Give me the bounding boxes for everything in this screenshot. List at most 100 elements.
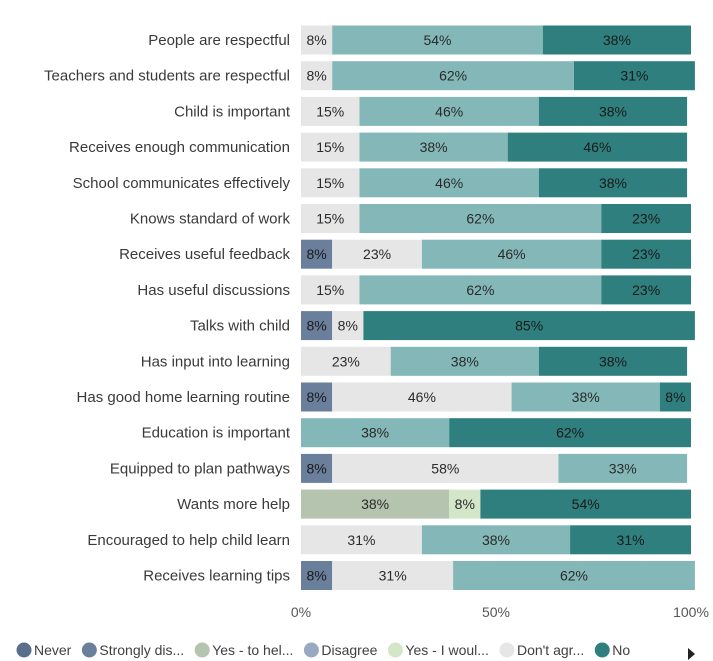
bar-segment-agree-15[interactable] xyxy=(453,561,695,590)
data-label-strongly-dis-8: 8% xyxy=(306,318,326,334)
legend-item-yes-i-woul[interactable]: Yes - I woul... xyxy=(387,642,489,658)
bar-segment-don-t-agr-5[interactable] xyxy=(301,204,360,233)
bar-segment-don-t-agr-6[interactable] xyxy=(332,239,422,269)
bar-segment-no-14[interactable] xyxy=(570,525,691,555)
bar-segment-don-t-agr-12[interactable] xyxy=(332,453,559,483)
data-label-don-t-agr-3: 15% xyxy=(316,139,344,155)
bars-group: 8% 54% 38% 8% 62% 31% 15% 46% 38% 15% 38% 46% 15% 46%… xyxy=(301,25,695,590)
bar-segment-agree-12[interactable] xyxy=(558,453,688,483)
bar-segment-don-t-agr-7[interactable] xyxy=(301,275,360,305)
bar-segment-no-0[interactable] xyxy=(542,25,691,55)
legend-label-no: No xyxy=(612,642,630,658)
data-label-agree-10: 38% xyxy=(572,389,600,405)
data-label-no-11: 62% xyxy=(556,425,584,441)
bar-segment-don-t-agr-4[interactable] xyxy=(301,168,360,198)
bar-segment-strongly-dis-10[interactable] xyxy=(301,382,333,412)
bar-segment-strongly-dis-15[interactable] xyxy=(301,561,333,590)
data-label-no-3: 46% xyxy=(583,139,611,155)
data-label-no-5: 23% xyxy=(632,211,660,227)
category-label-has-good-home-learning-routine: Has good home learning routine xyxy=(77,389,290,406)
bar-segment-strongly-dis-6[interactable] xyxy=(301,239,333,269)
bar-segment-no-10[interactable] xyxy=(659,382,691,412)
data-label-agree-6: 46% xyxy=(498,246,526,262)
legend-item-disagree[interactable]: Disagree xyxy=(303,642,378,658)
bar-segment-don-t-agr-14[interactable] xyxy=(301,525,422,555)
bar-segment-agree-14[interactable] xyxy=(421,525,571,555)
bar-segment-agree-5[interactable] xyxy=(359,204,602,233)
bar-segment-agree-0[interactable] xyxy=(332,25,543,55)
data-label-no-2: 38% xyxy=(599,103,627,119)
bar-segment-no-6[interactable] xyxy=(601,239,691,269)
bar-segment-agree-6[interactable] xyxy=(421,239,602,269)
data-label-agree-2: 46% xyxy=(435,103,463,119)
bar-segment-don-t-agr-9[interactable] xyxy=(301,346,391,376)
data-label-no-10: 8% xyxy=(665,389,685,405)
bar-segment-agree-4[interactable] xyxy=(359,168,539,198)
category-label-teachers-and-students-are-respectful: Teachers and students are respectful xyxy=(44,68,290,85)
bar-segment-agree-11[interactable] xyxy=(301,418,450,448)
legend-label-yes-i-woul: Yes - I woul... xyxy=(405,642,489,658)
bar-segment-no-9[interactable] xyxy=(538,346,688,376)
legend-swatch-don-t-agr xyxy=(499,642,515,658)
bar-segment-no-4[interactable] xyxy=(538,168,688,198)
legend-label-disagree: Disagree xyxy=(321,642,377,658)
bar-segment-yes-i-woul-13[interactable] xyxy=(449,489,481,519)
bar-segment-don-t-agr-1[interactable] xyxy=(301,61,333,91)
bar-segment-agree-7[interactable] xyxy=(359,275,602,305)
bar-segment-no-1[interactable] xyxy=(574,61,695,91)
bar-segment-no-5[interactable] xyxy=(601,204,691,233)
category-label-school-communicates-effectively: School communicates effectively xyxy=(73,175,291,192)
data-label-agree-0: 54% xyxy=(423,32,451,48)
bar-segment-no-2[interactable] xyxy=(538,96,688,126)
legend-swatch-yes-i-woul xyxy=(387,642,403,658)
bar-segment-agree-2[interactable] xyxy=(359,96,539,126)
bar-segment-no-8[interactable] xyxy=(363,311,695,341)
data-label-strongly-dis-6: 8% xyxy=(306,246,326,262)
legend-item-never[interactable]: Never xyxy=(16,642,72,658)
category-label-wants-more-help: Wants more help xyxy=(177,496,290,513)
bar-segment-no-11[interactable] xyxy=(449,418,691,448)
bar-segment-yes-to-hel-13[interactable] xyxy=(301,489,450,519)
category-label-receives-enough-communication: Receives enough communication xyxy=(69,139,290,156)
data-label-agree-3: 38% xyxy=(420,139,448,155)
bar-segment-don-t-agr-2[interactable] xyxy=(301,96,360,126)
bar-segment-agree-9[interactable] xyxy=(390,346,539,376)
data-label-agree-5: 62% xyxy=(466,211,494,227)
data-label-don-t-agr-7: 15% xyxy=(316,282,344,298)
legend-swatch-disagree xyxy=(303,642,319,658)
bar-segment-no-13[interactable] xyxy=(480,489,691,519)
data-label-agree-15: 62% xyxy=(560,568,588,584)
bar-segment-no-3[interactable] xyxy=(507,132,688,162)
bar-segment-no-7[interactable] xyxy=(601,275,691,305)
bar-segment-don-t-agr-8[interactable] xyxy=(332,311,364,341)
legend-item-don-t-agr[interactable]: Don't agr... xyxy=(499,642,584,658)
data-label-yes-i-woul-13: 8% xyxy=(455,496,475,512)
triangle-right-icon[interactable] xyxy=(688,648,695,660)
data-label-don-t-agr-2: 15% xyxy=(316,103,344,119)
bar-segment-agree-10[interactable] xyxy=(511,382,660,412)
bar-segment-don-t-agr-10[interactable] xyxy=(332,382,512,412)
legend-item-yes-to-hel[interactable]: Yes - to hel... xyxy=(194,642,294,658)
legend-item-no[interactable]: No xyxy=(594,642,631,658)
x-tick-label-2: 100% xyxy=(673,604,709,620)
legend-label-don-t-agr: Don't agr... xyxy=(517,642,584,658)
bar-segment-agree-3[interactable] xyxy=(359,132,508,162)
data-label-strongly-dis-12: 8% xyxy=(306,460,326,476)
category-label-education-is-important: Education is important xyxy=(142,425,291,442)
data-label-no-0: 38% xyxy=(603,32,631,48)
bar-segment-agree-1[interactable] xyxy=(332,61,574,91)
category-label-has-input-into-learning: Has input into learning xyxy=(141,353,290,370)
bar-segment-don-t-agr-15[interactable] xyxy=(332,561,454,590)
legend-item-strongly-dis[interactable]: Strongly dis... xyxy=(81,642,184,658)
legend[interactable]: Never Strongly dis... Yes - to hel... Disag… xyxy=(16,642,696,660)
bar-segment-don-t-agr-0[interactable] xyxy=(301,25,333,55)
bar-segment-don-t-agr-3[interactable] xyxy=(301,132,360,162)
data-label-agree-11: 38% xyxy=(361,425,389,441)
data-label-agree-7: 62% xyxy=(466,282,494,298)
bar-segment-strongly-dis-12[interactable] xyxy=(301,453,333,483)
data-label-strongly-dis-10: 8% xyxy=(306,389,326,405)
legend-swatch-never xyxy=(16,642,32,658)
bar-segment-strongly-dis-8[interactable] xyxy=(301,311,333,341)
